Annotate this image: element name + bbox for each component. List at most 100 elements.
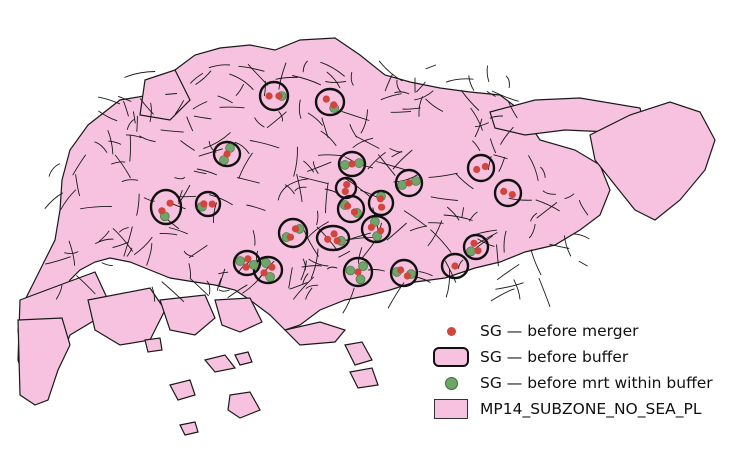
buffer-ring[interactable] — [493, 178, 523, 208]
buffer-ring[interactable] — [367, 189, 395, 217]
merger-point[interactable] — [348, 160, 356, 168]
buffer-ring[interactable] — [389, 258, 419, 288]
merger-point[interactable] — [500, 187, 508, 195]
subzone-boundary-line — [302, 60, 308, 73]
buffer-ring[interactable] — [440, 252, 470, 280]
subzone-boundary-line — [292, 276, 315, 300]
merger-point[interactable] — [451, 262, 459, 270]
buffer-ring[interactable] — [212, 140, 242, 168]
buffer-ring[interactable] — [277, 217, 309, 249]
buffer-ring[interactable] — [258, 80, 290, 112]
merger-point[interactable] — [403, 272, 411, 280]
merger-point[interactable] — [244, 255, 252, 263]
mrt-point[interactable] — [411, 176, 421, 186]
buffer-ring[interactable] — [315, 224, 351, 252]
mrt-point[interactable] — [358, 261, 368, 272]
buffer-ring[interactable] — [342, 256, 374, 288]
buffer-ring[interactable] — [360, 214, 392, 244]
subzone-boundary-line — [563, 235, 572, 257]
merger-point[interactable] — [322, 95, 330, 103]
buffer-ring[interactable] — [466, 153, 496, 183]
subzone-boundary-line — [444, 260, 457, 283]
mrt-point[interactable] — [261, 258, 271, 268]
merger-point[interactable] — [208, 200, 216, 208]
buffer-layer — [149, 80, 523, 288]
subzone-boundary-line — [126, 247, 133, 257]
mrt-point[interactable] — [354, 158, 364, 168]
merger-point[interactable] — [242, 263, 250, 271]
subzone-boundary-line — [266, 111, 287, 129]
subzone-boundary-line — [455, 172, 474, 190]
legend-label: MP14_SUBZONE_NO_SEA_PL — [480, 400, 702, 418]
merger-point[interactable] — [291, 225, 300, 233]
subzone-boundary-line — [252, 230, 256, 246]
buffer-ring[interactable] — [462, 233, 490, 261]
buffer-ring[interactable] — [232, 249, 262, 277]
mrt-point[interactable] — [397, 180, 407, 190]
merger-point[interactable] — [158, 207, 166, 215]
subzone-boundary-line — [505, 75, 510, 88]
merger-point[interactable] — [474, 247, 482, 255]
merger-point[interactable] — [200, 200, 208, 208]
merger-point[interactable] — [376, 195, 384, 203]
mrt-point[interactable] — [345, 265, 356, 276]
subzone-boundary-line — [217, 95, 233, 104]
subzone-boundary-line — [275, 76, 298, 80]
merger-point[interactable] — [324, 235, 332, 243]
merger-point[interactable] — [397, 266, 405, 274]
subzone-boundary-line — [542, 190, 556, 195]
merger-point[interactable] — [330, 101, 338, 109]
mrt-point[interactable] — [355, 274, 366, 285]
merger-point[interactable] — [286, 233, 295, 241]
merger-point[interactable] — [344, 202, 352, 210]
merger-point[interactable] — [268, 263, 276, 271]
subzone-boundary-line — [126, 119, 135, 130]
merger-point[interactable] — [341, 187, 349, 195]
subzone-boundary-line — [384, 74, 393, 92]
merger-point[interactable] — [481, 162, 489, 171]
subzone-boundary-line — [94, 141, 108, 153]
subzone-boundary-line — [445, 268, 451, 298]
merger-point[interactable] — [333, 237, 341, 245]
subzone-boundary-line — [425, 98, 444, 112]
merger-point[interactable] — [354, 268, 362, 276]
buffer-ring[interactable] — [336, 194, 366, 224]
subzone-boundary-line — [378, 60, 403, 82]
merger-point[interactable] — [350, 208, 358, 216]
merger-point[interactable] — [377, 227, 385, 235]
mrt-point[interactable] — [265, 272, 275, 282]
subzone-boundary-line — [564, 193, 575, 200]
merger-point[interactable] — [343, 181, 351, 189]
southern-island-polygon — [169, 379, 196, 401]
mrt-point[interactable] — [340, 160, 350, 170]
buffer-ring[interactable] — [252, 255, 284, 285]
subzone-boundary-line — [306, 161, 332, 172]
mrt-point[interactable] — [249, 260, 259, 270]
merger-point[interactable] — [275, 92, 283, 100]
merger-point[interactable] — [508, 191, 516, 199]
merger-point[interactable] — [470, 239, 478, 247]
merger-point[interactable] — [473, 165, 481, 174]
buffer-ring[interactable] — [194, 190, 222, 218]
merger-point[interactable] — [367, 223, 375, 231]
merger-point[interactable] — [405, 179, 413, 187]
subzone-boundary-line — [278, 110, 283, 122]
mrt-point[interactable] — [235, 256, 245, 266]
merger-point[interactable] — [166, 199, 174, 207]
buffer-ring[interactable] — [337, 150, 367, 178]
mrt-point[interactable] — [466, 246, 476, 257]
subzone-boundary-line — [578, 260, 588, 267]
buffer-ring[interactable] — [394, 168, 424, 198]
merger-point[interactable] — [265, 92, 273, 100]
merger-point[interactable] — [260, 269, 268, 277]
subzone-boundary-line — [349, 124, 358, 138]
subzone-boundary-line — [229, 73, 254, 91]
merger-point[interactable] — [223, 150, 231, 158]
merger-point[interactable] — [378, 203, 386, 211]
buffer-ring[interactable] — [314, 87, 346, 117]
pulau-tekong-polygon — [589, 101, 716, 221]
buffer-ring[interactable] — [149, 188, 183, 226]
green-dot-icon — [444, 376, 458, 390]
merger-point[interactable] — [330, 230, 338, 238]
